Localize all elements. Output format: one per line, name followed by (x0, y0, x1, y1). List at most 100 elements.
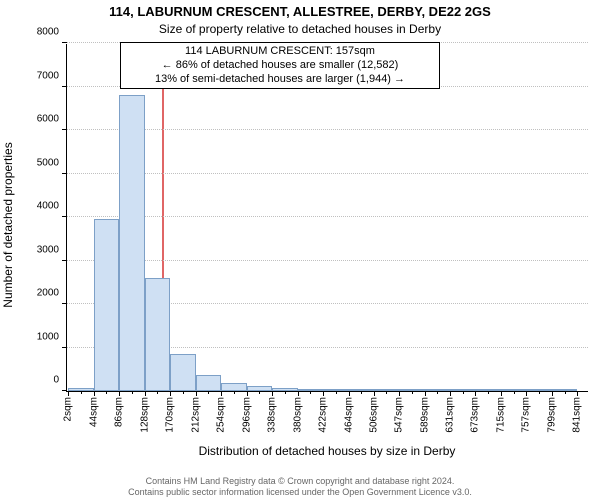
gridline (67, 260, 588, 261)
ytick-label: 0 (53, 375, 59, 386)
xtick-minor (386, 391, 387, 394)
ytick-mark (62, 129, 67, 130)
histogram-bar (170, 354, 195, 391)
xtick-label: 2sqm (63, 397, 74, 421)
xtick-mark (577, 391, 578, 396)
xtick-label: 44sqm (88, 397, 99, 427)
copyright-line-1: Contains HM Land Registry data © Crown c… (146, 476, 455, 486)
info-line-2: ← 86% of detached houses are smaller (12… (127, 59, 433, 73)
xtick-minor (488, 391, 489, 394)
plot-area: 0100020003000400050006000700080002sqm44s… (66, 44, 588, 392)
xtick-label: 422sqm (318, 397, 329, 433)
xtick-label: 715sqm (495, 397, 506, 433)
xtick-label: 506sqm (369, 397, 380, 433)
chart-subtitle: Size of property relative to detached ho… (0, 22, 600, 36)
histogram-bar (94, 219, 119, 391)
ytick-label: 7000 (37, 70, 59, 81)
x-axis-label: Distribution of detached houses by size … (66, 444, 588, 458)
xtick-mark (145, 391, 146, 396)
xtick-mark (94, 391, 95, 396)
histogram-bar (119, 95, 144, 391)
xtick-mark (349, 391, 350, 396)
xtick-label: 799sqm (546, 397, 557, 433)
xtick-label: 170sqm (165, 397, 176, 433)
ytick-label: 5000 (37, 157, 59, 168)
gridline (67, 216, 588, 217)
xtick-minor (259, 391, 260, 394)
xtick-minor (106, 391, 107, 394)
copyright-notice: Contains HM Land Registry data © Crown c… (0, 476, 600, 498)
xtick-label: 212sqm (190, 397, 201, 433)
xtick-minor (463, 391, 464, 394)
xtick-minor (539, 391, 540, 394)
xtick-mark (170, 391, 171, 396)
xtick-minor (514, 391, 515, 394)
chart-title: 114, LABURNUM CRESCENT, ALLESTREE, DERBY… (0, 4, 600, 19)
xtick-mark (119, 391, 120, 396)
xtick-minor (157, 391, 158, 394)
xtick-minor (234, 391, 235, 394)
xtick-minor (132, 391, 133, 394)
xtick-mark (247, 391, 248, 396)
xtick-mark (298, 391, 299, 396)
xtick-label: 464sqm (343, 397, 354, 433)
ytick-mark (62, 260, 67, 261)
xtick-mark (221, 391, 222, 396)
histogram-bar (221, 383, 246, 391)
xtick-mark (425, 391, 426, 396)
ytick-mark (62, 216, 67, 217)
xtick-minor (336, 391, 337, 394)
xtick-minor (285, 391, 286, 394)
xtick-mark (323, 391, 324, 396)
ytick-label: 8000 (37, 27, 59, 38)
xtick-label: 673sqm (470, 397, 481, 433)
ytick-mark (62, 173, 67, 174)
xtick-mark (501, 391, 502, 396)
xtick-label: 338sqm (267, 397, 278, 433)
xtick-label: 631sqm (445, 397, 456, 433)
gridline (67, 129, 588, 130)
xtick-label: 841sqm (572, 397, 583, 433)
ytick-mark (62, 86, 67, 87)
xtick-mark (272, 391, 273, 396)
xtick-minor (361, 391, 362, 394)
xtick-label: 757sqm (521, 397, 532, 433)
xtick-minor (412, 391, 413, 394)
xtick-mark (552, 391, 553, 396)
ytick-label: 1000 (37, 331, 59, 342)
xtick-label: 128sqm (139, 397, 150, 433)
xtick-label: 589sqm (419, 397, 430, 433)
xtick-minor (81, 391, 82, 394)
chart-container: 114, LABURNUM CRESCENT, ALLESTREE, DERBY… (0, 0, 600, 500)
ytick-mark (62, 347, 67, 348)
xtick-label: 380sqm (292, 397, 303, 433)
xtick-minor (565, 391, 566, 394)
xtick-minor (310, 391, 311, 394)
ytick-mark (62, 42, 67, 43)
xtick-label: 547sqm (394, 397, 405, 433)
y-axis-label: Number of detached properties (1, 51, 15, 399)
xtick-label: 254sqm (216, 397, 227, 433)
xtick-mark (526, 391, 527, 396)
xtick-mark (475, 391, 476, 396)
ytick-label: 4000 (37, 201, 59, 212)
xtick-label: 86sqm (114, 397, 125, 427)
ytick-label: 2000 (37, 288, 59, 299)
xtick-minor (208, 391, 209, 394)
info-line-3: 13% of semi-detached houses are larger (… (127, 73, 433, 87)
ytick-mark (62, 390, 67, 391)
ytick-mark (62, 303, 67, 304)
xtick-label: 296sqm (241, 397, 252, 433)
info-line-1: 114 LABURNUM CRESCENT: 157sqm (127, 45, 433, 59)
gridline (67, 173, 588, 174)
ytick-label: 3000 (37, 244, 59, 255)
histogram-bar (196, 375, 221, 391)
xtick-mark (68, 391, 69, 396)
info-box: 114 LABURNUM CRESCENT: 157sqm ← 86% of d… (120, 42, 440, 89)
ytick-label: 6000 (37, 114, 59, 125)
xtick-mark (450, 391, 451, 396)
xtick-minor (183, 391, 184, 394)
copyright-line-2: Contains public sector information licen… (128, 487, 472, 497)
xtick-mark (374, 391, 375, 396)
xtick-mark (196, 391, 197, 396)
